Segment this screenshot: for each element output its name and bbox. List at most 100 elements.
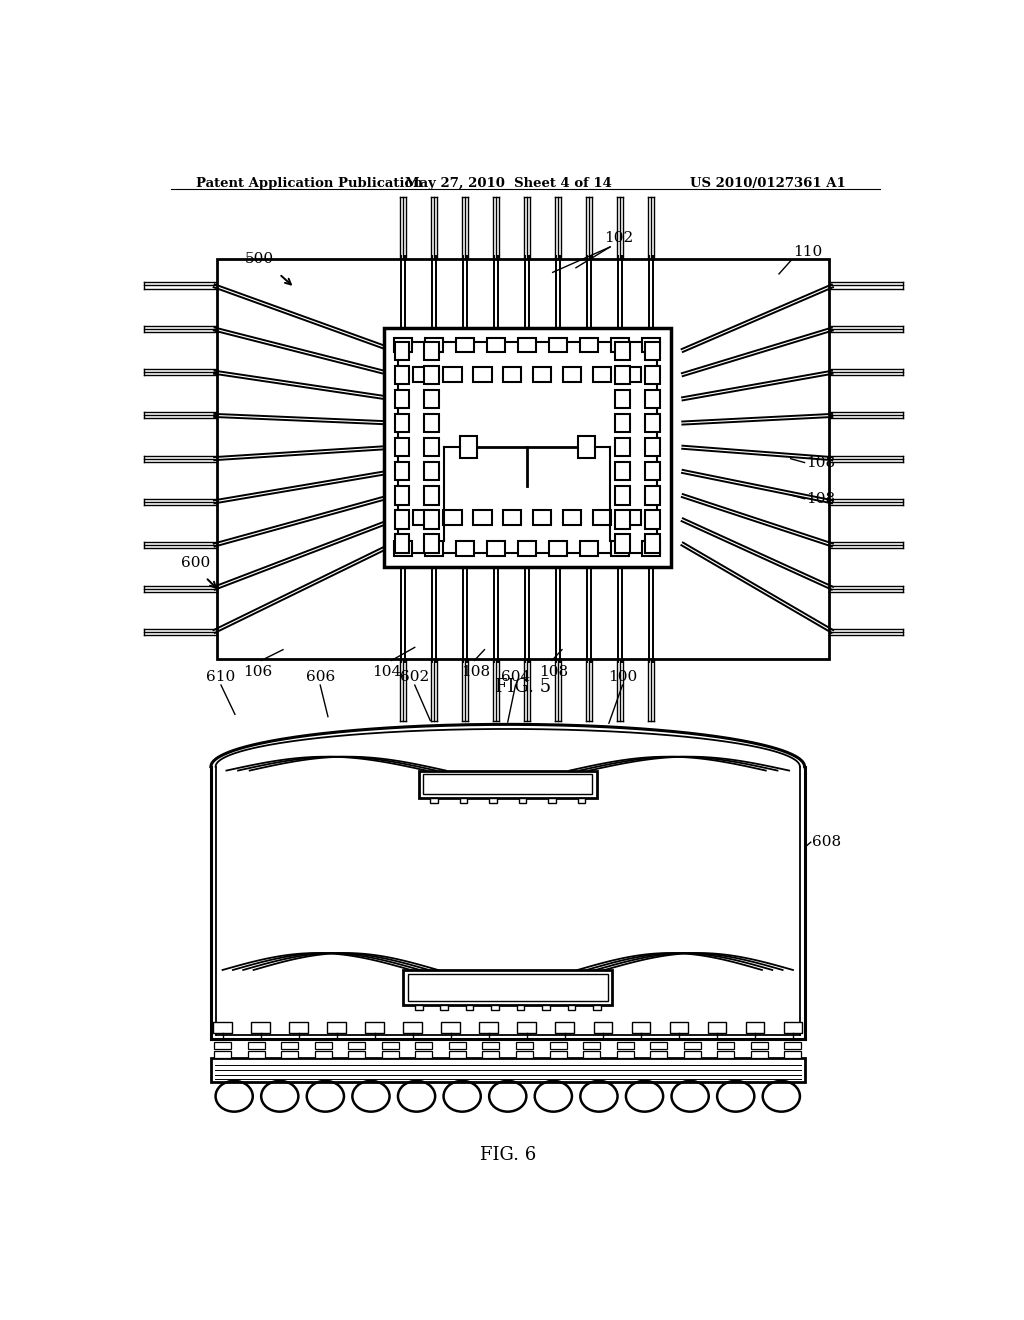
Text: 602: 602 xyxy=(400,669,429,684)
Text: 608: 608 xyxy=(812,836,842,849)
Bar xyxy=(456,338,474,352)
Bar xyxy=(615,414,630,433)
Bar xyxy=(549,338,567,352)
Text: 108: 108 xyxy=(806,455,836,470)
Bar xyxy=(751,1043,768,1049)
Bar xyxy=(414,367,432,381)
Bar xyxy=(394,541,413,556)
Bar xyxy=(615,486,630,504)
Text: May 27, 2010  Sheet 4 of 14: May 27, 2010 Sheet 4 of 14 xyxy=(406,177,612,190)
Bar xyxy=(314,1051,332,1057)
Bar xyxy=(486,338,506,352)
Bar xyxy=(583,1043,600,1049)
Bar xyxy=(645,438,659,457)
Bar xyxy=(217,259,829,659)
Bar xyxy=(645,510,659,528)
Bar xyxy=(549,541,567,556)
Bar xyxy=(562,367,582,381)
Bar xyxy=(670,1022,688,1034)
Bar xyxy=(424,462,438,480)
Bar xyxy=(449,1051,466,1057)
Text: 500: 500 xyxy=(245,252,273,267)
Bar xyxy=(718,1043,734,1049)
Bar xyxy=(441,1022,460,1034)
Bar xyxy=(394,486,410,504)
Bar xyxy=(615,535,630,553)
Bar xyxy=(314,1043,332,1049)
Bar xyxy=(473,367,492,381)
Bar xyxy=(615,342,630,360)
Bar xyxy=(211,1057,805,1082)
Bar xyxy=(567,1005,575,1010)
Bar xyxy=(423,775,592,793)
Text: 610: 610 xyxy=(207,669,236,684)
Bar xyxy=(424,486,438,504)
Bar xyxy=(424,414,438,433)
Bar xyxy=(460,437,477,458)
Bar xyxy=(414,511,432,525)
Bar xyxy=(382,1043,398,1049)
Text: 108: 108 xyxy=(461,665,490,678)
Bar xyxy=(489,797,497,803)
Bar xyxy=(382,1051,398,1057)
Bar xyxy=(650,1051,668,1057)
Bar xyxy=(616,1043,634,1049)
Bar xyxy=(424,342,438,360)
Bar xyxy=(394,438,410,457)
Bar xyxy=(645,535,659,553)
Bar xyxy=(684,1051,700,1057)
Bar xyxy=(784,1043,802,1049)
Bar xyxy=(214,1043,231,1049)
Bar xyxy=(460,797,467,803)
Bar xyxy=(593,367,611,381)
Bar xyxy=(251,1022,270,1034)
Bar xyxy=(615,510,630,528)
Bar xyxy=(397,342,656,553)
Bar xyxy=(282,1043,298,1049)
Bar xyxy=(282,1051,298,1057)
Bar xyxy=(348,1043,366,1049)
Bar xyxy=(486,541,506,556)
Bar xyxy=(328,1022,346,1034)
Bar xyxy=(424,438,438,457)
Bar xyxy=(503,367,521,381)
Bar xyxy=(440,1005,447,1010)
Text: 104: 104 xyxy=(372,665,401,678)
Bar xyxy=(516,1005,524,1010)
Bar xyxy=(214,1051,231,1057)
Bar xyxy=(516,1043,534,1049)
Bar xyxy=(424,366,438,384)
Bar xyxy=(616,1051,634,1057)
Bar xyxy=(645,486,659,504)
Bar xyxy=(348,1051,366,1057)
Bar xyxy=(645,366,659,384)
Bar xyxy=(611,338,630,352)
Bar xyxy=(623,367,641,381)
Bar xyxy=(548,797,556,803)
Bar xyxy=(642,541,660,556)
Bar xyxy=(424,510,438,528)
Bar xyxy=(578,797,586,803)
Text: 100: 100 xyxy=(608,669,637,684)
Bar xyxy=(492,1005,499,1010)
Bar xyxy=(580,541,598,556)
Bar xyxy=(555,1022,574,1034)
Bar xyxy=(783,1022,802,1034)
Bar xyxy=(550,1051,566,1057)
Bar xyxy=(784,1051,802,1057)
Text: 106: 106 xyxy=(243,665,272,678)
Bar xyxy=(645,462,659,480)
Text: FIG. 6: FIG. 6 xyxy=(479,1146,536,1163)
Bar xyxy=(615,389,630,408)
Bar xyxy=(623,511,641,525)
Bar xyxy=(394,389,410,408)
Bar xyxy=(708,1022,726,1034)
Bar xyxy=(384,327,671,566)
Bar xyxy=(394,338,413,352)
Bar xyxy=(443,367,462,381)
Text: 600: 600 xyxy=(180,556,210,570)
Bar xyxy=(248,1051,264,1057)
Text: 604: 604 xyxy=(501,669,530,684)
Bar xyxy=(578,437,595,458)
Bar xyxy=(542,1005,550,1010)
